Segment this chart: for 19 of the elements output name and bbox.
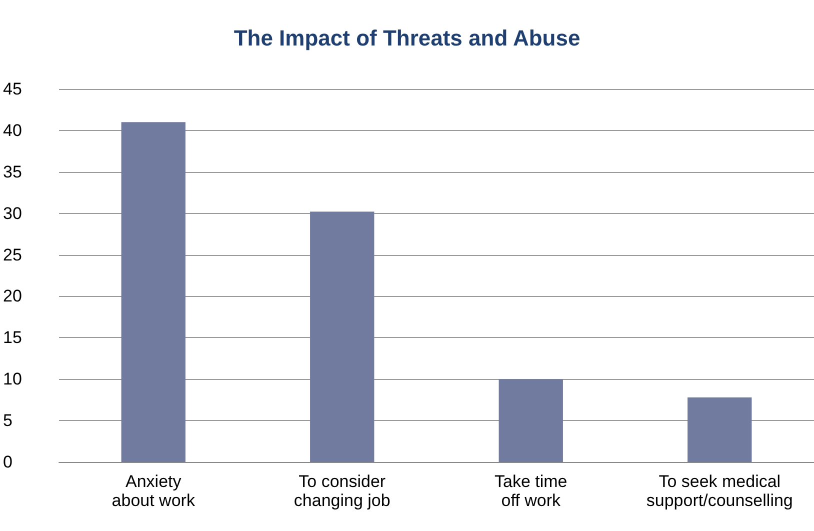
y-tick-label: 0 xyxy=(3,452,12,472)
y-tick-label: 35 xyxy=(3,162,22,182)
y-tick-label: 40 xyxy=(3,120,22,140)
chart-title: The Impact of Threats and Abuse xyxy=(234,26,580,50)
y-tick-label: 5 xyxy=(3,411,12,430)
x-tick-label: Anxiety about work xyxy=(112,472,196,510)
y-tick-label: 45 xyxy=(3,80,22,98)
x-tick-label: Take time off work xyxy=(494,472,568,510)
y-tick-label: 15 xyxy=(3,328,22,348)
bar xyxy=(121,122,186,462)
x-tick-label: To seek medical support/counselling xyxy=(646,472,793,510)
bar xyxy=(688,397,752,462)
y-tick-label: 25 xyxy=(3,245,22,264)
y-tick-label: 30 xyxy=(3,204,22,223)
x-tick-label: To consider changing job xyxy=(294,472,390,510)
y-tick-label: 20 xyxy=(3,286,22,306)
bar xyxy=(310,212,374,462)
y-tick-label: 10 xyxy=(3,370,22,389)
bar xyxy=(498,379,563,462)
